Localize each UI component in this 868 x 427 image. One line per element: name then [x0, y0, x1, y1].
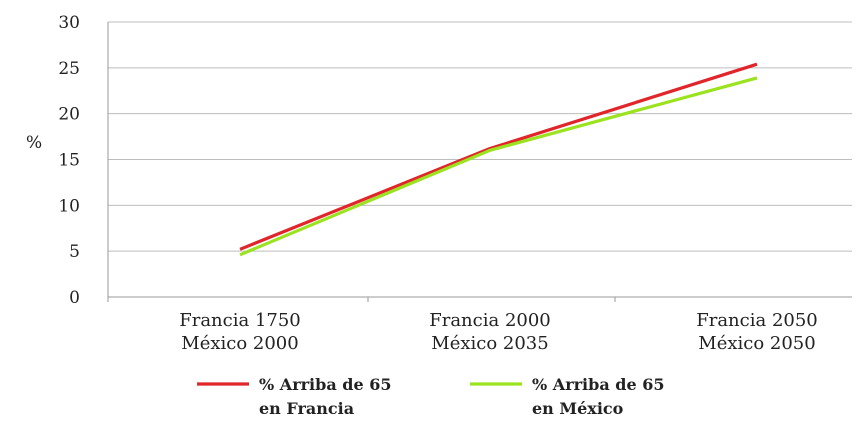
x-tick-label: Francia 2050 México 2050 — [696, 310, 818, 354]
axes — [107, 22, 852, 302]
y-tick-label: 15 — [58, 151, 80, 171]
legend-label-line: en Francia — [259, 399, 354, 418]
series-line-mexico — [239, 76, 758, 257]
y-axis-label: % — [26, 133, 42, 153]
x-tick-label-line: México 2035 — [431, 333, 548, 354]
x-tick-label-line: Francia 1750 — [179, 310, 301, 331]
x-tick-label-line: México 2000 — [181, 333, 298, 354]
legend-label-line: en México — [532, 399, 624, 418]
y-tick-label: 5 — [69, 242, 80, 262]
x-tick-label: Francia 1750 México 2000 — [179, 310, 301, 354]
x-tick-label-line: Francia 2000 — [429, 310, 551, 331]
y-tick-label: 25 — [58, 59, 80, 79]
y-tick-labels: 0 5 10 15 20 25 30 — [58, 13, 80, 308]
y-tick-label: 0 — [69, 288, 80, 308]
legend-label: % Arriba de 65 en México — [532, 375, 664, 418]
legend-label-line: % Arriba de 65 — [532, 375, 664, 394]
series-lines — [239, 62, 758, 257]
gridlines — [108, 21, 852, 252]
legend-label: % Arriba de 65 en Francia — [259, 375, 391, 418]
legend-label-line: % Arriba de 65 — [259, 375, 391, 394]
series-line-francia — [239, 62, 758, 251]
y-tick-label: 20 — [58, 105, 80, 125]
y-tick-label: 30 — [58, 13, 80, 33]
y-tick-label: 10 — [58, 196, 80, 216]
x-tick-label: Francia 2000 México 2035 — [429, 310, 551, 354]
x-tick-label-line: Francia 2050 — [696, 310, 818, 331]
x-tick-label-line: México 2050 — [698, 333, 815, 354]
legend: % Arriba de 65 en Francia % Arriba de 65 en… — [197, 375, 664, 418]
